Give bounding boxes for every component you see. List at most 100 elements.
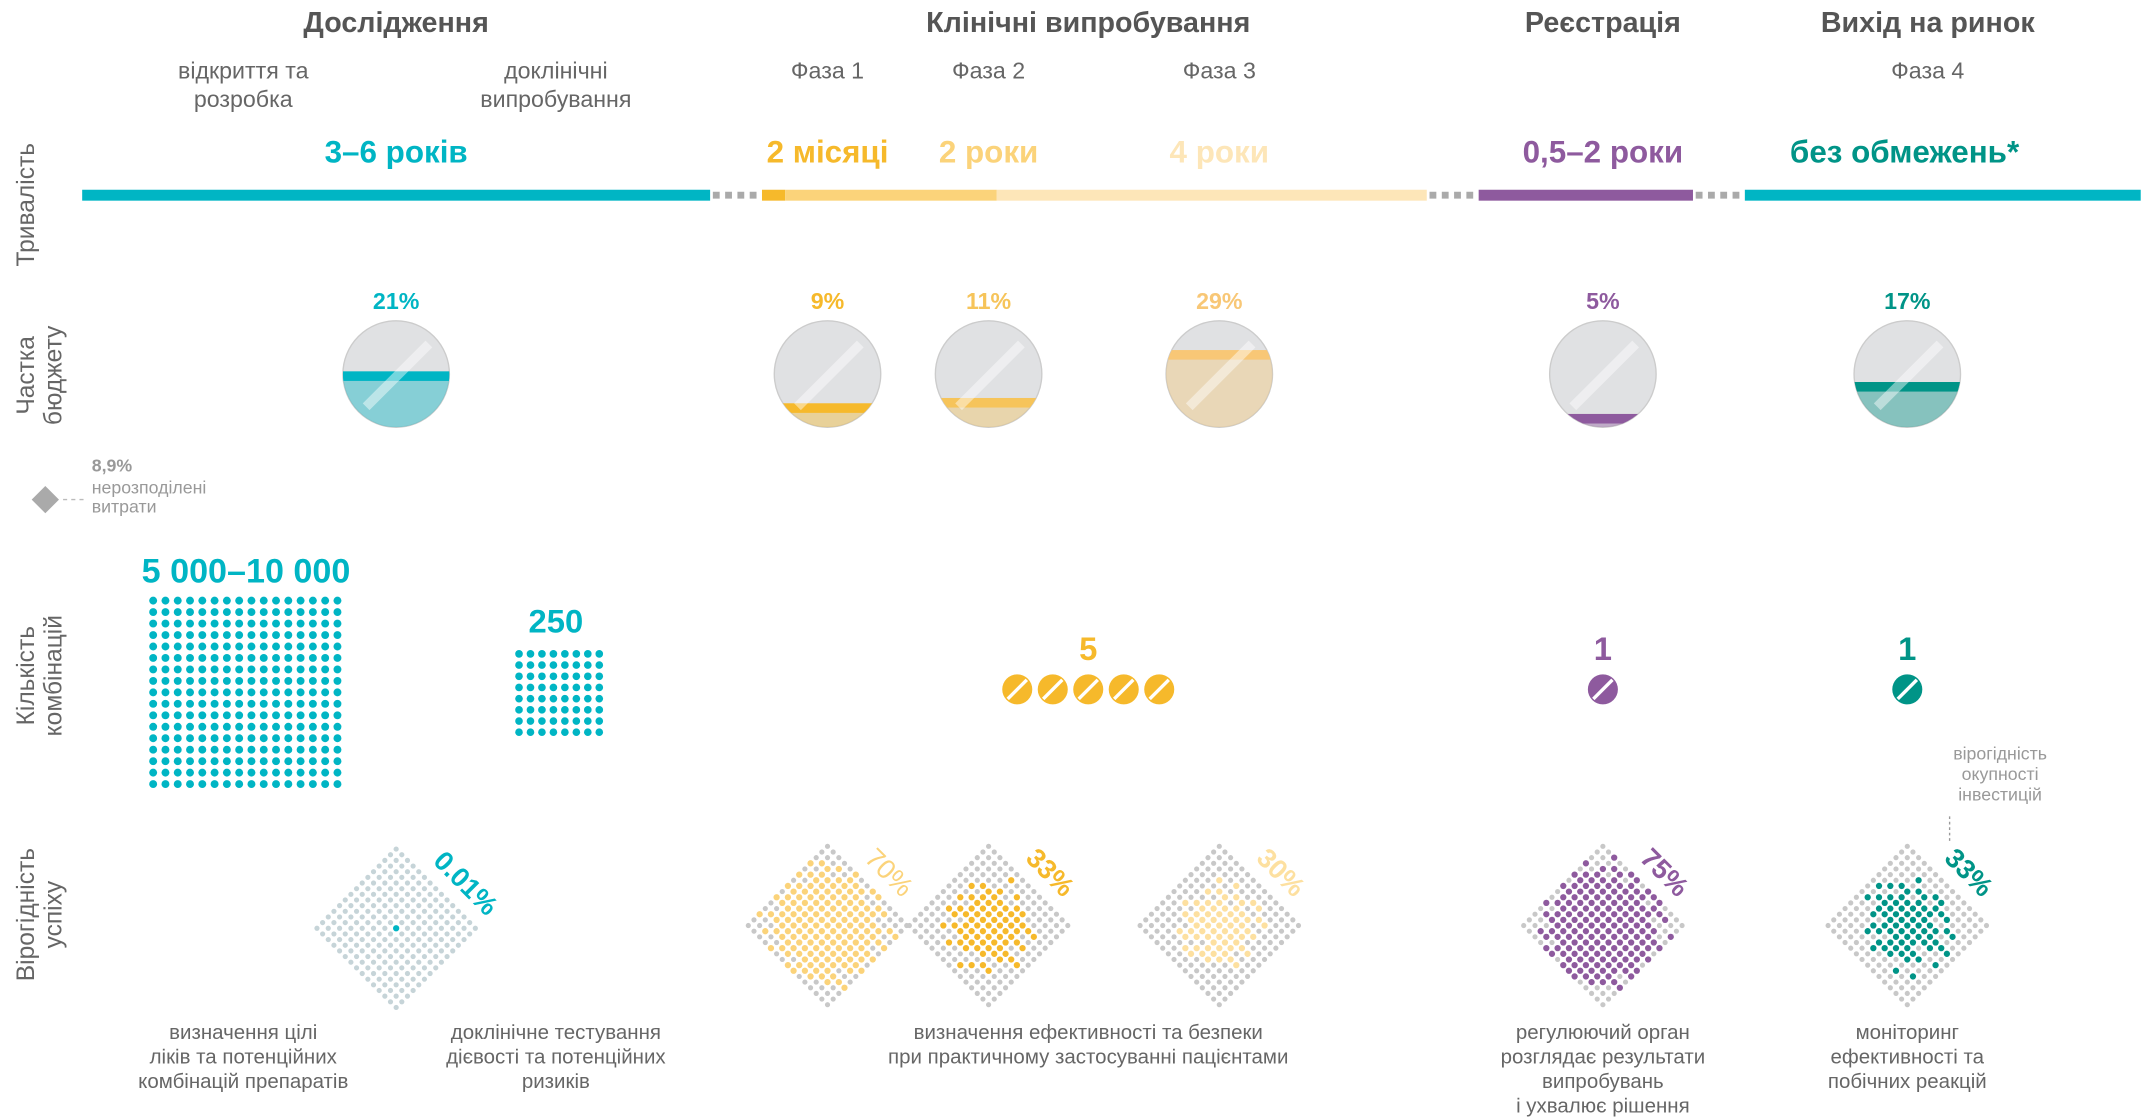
combo-dot [222, 722, 231, 731]
combo-dot [161, 711, 170, 720]
phase-label: доклінічні [504, 57, 608, 83]
combo-dot [222, 654, 231, 662]
combo-dot [296, 665, 305, 674]
combo-dot [173, 631, 182, 639]
combo-dot [149, 631, 158, 639]
combo-dot [583, 683, 592, 692]
combo-dot [333, 711, 342, 720]
description: розглядає результати [1501, 1045, 1706, 1068]
combo-dot [296, 711, 305, 720]
combo-dot [235, 780, 244, 789]
success-label: 75% [1634, 842, 1695, 903]
combo-dot [198, 768, 207, 777]
combo-dot [321, 665, 330, 674]
combo-dot [549, 694, 558, 703]
duration-label: без обмежень* [1790, 135, 2020, 170]
combo-dot [173, 608, 182, 617]
combo-dot [198, 745, 207, 754]
budget-label: 17% [1884, 288, 1930, 314]
description: комбінацій препаратів [138, 1070, 348, 1093]
combo-dot [549, 683, 558, 692]
combo-dot [235, 722, 244, 731]
combo-dot [210, 722, 219, 731]
combo-dot [186, 608, 194, 617]
combo-dot [173, 676, 182, 685]
combo-dot [538, 717, 546, 725]
combo-dot [235, 676, 244, 685]
combo-dot [222, 745, 231, 754]
combo-dot [583, 694, 592, 703]
combo-dot [296, 676, 305, 685]
combo-dot [515, 661, 523, 669]
unallocated-value: 8,9% [92, 456, 133, 476]
combo-dot [186, 745, 194, 754]
combo-dot [173, 780, 182, 789]
combo-dot [308, 745, 317, 754]
combo-dot [561, 683, 569, 692]
combo-dot [161, 631, 170, 639]
combo-dot [173, 619, 182, 628]
combo-dot [198, 608, 207, 617]
combo-dot [515, 694, 523, 703]
combo-dot [526, 706, 535, 714]
budget-glare [1873, 340, 1944, 411]
combo-dot [321, 631, 330, 639]
combo-dot [259, 631, 268, 639]
combo-dot [161, 665, 170, 674]
duration-label: 4 роки [1170, 135, 1270, 170]
combo-dot [259, 757, 268, 766]
combo-dot [272, 699, 280, 708]
duration-bar [996, 189, 1427, 201]
combo-dot [149, 722, 158, 731]
budget-share [1549, 413, 1657, 428]
combo-dot [572, 672, 581, 681]
combo-dot [284, 780, 293, 789]
combo-dot [235, 631, 244, 639]
success-diamond [1825, 843, 1990, 1008]
duration-bar [82, 189, 711, 201]
pill-score [1592, 678, 1614, 701]
combo-dot [186, 699, 194, 708]
pill-score [1148, 678, 1170, 701]
combo-dot [259, 734, 268, 743]
combo-dot [173, 745, 182, 754]
combo-dot [149, 780, 158, 789]
combo-dot [583, 728, 592, 737]
phase-label: випробування [480, 86, 631, 112]
combo-dot [321, 676, 330, 685]
budget-circle [1853, 320, 1962, 428]
combo-dot [549, 650, 558, 658]
combo-dot [333, 768, 342, 777]
combo-dot [284, 642, 293, 651]
row-label: Частка [13, 336, 40, 415]
combo-dot [284, 745, 293, 754]
combo-dot [272, 688, 280, 697]
combo-dot [308, 757, 317, 766]
combo-dot [222, 619, 231, 628]
combo-dot [321, 699, 330, 708]
combo-dot [198, 619, 207, 628]
combo-dot [308, 608, 317, 617]
description: регулюючий орган [1516, 1021, 1690, 1044]
pill-score [1112, 678, 1135, 701]
combo-dot [247, 780, 256, 789]
combo-dot [247, 619, 256, 628]
combo-dot [583, 706, 592, 714]
combo-dot [583, 672, 592, 681]
combo-dot [235, 642, 244, 651]
combo-dot [308, 619, 317, 628]
description: випробувань [1542, 1070, 1664, 1093]
combo-dot [222, 676, 231, 685]
combo-dot [247, 654, 256, 662]
combo-dot [210, 642, 219, 651]
combo-dot [333, 745, 342, 754]
combo-dot [272, 745, 280, 754]
combo-dot [210, 676, 219, 685]
combo-dot [259, 722, 268, 731]
combo-dot [186, 596, 194, 605]
combo-dot [149, 596, 158, 605]
combo-dot [247, 722, 256, 731]
combo-dot [222, 699, 231, 708]
combo-dot [549, 717, 558, 725]
